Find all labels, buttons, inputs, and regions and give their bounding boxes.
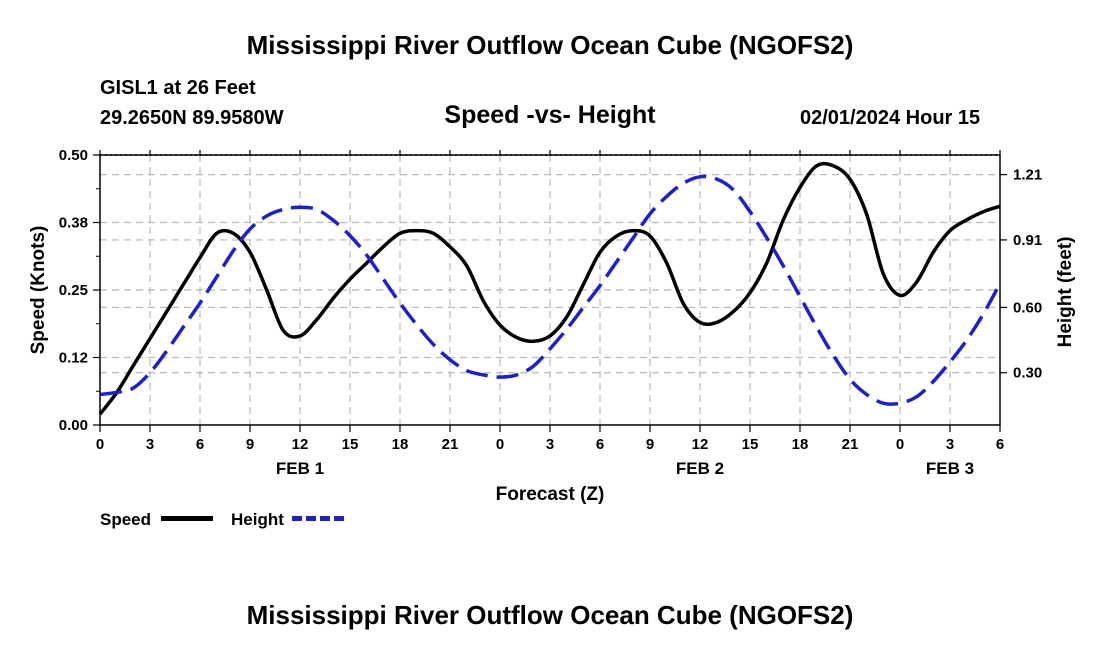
forecast-datetime: 02/01/2024 Hour 15 [800,107,981,129]
y-tick-label-left: 0.38 [59,215,88,232]
legend-speed-swatch [161,516,213,521]
x-tick-label: 3 [146,436,154,453]
legend-speed-label: Speed [100,510,152,529]
x-tick-label: 12 [692,436,709,453]
chart-title: Speed -vs- Height [444,101,656,129]
station-label: GISL1 at 26 Feet [100,77,256,99]
legend-height-swatch [292,516,344,521]
station-coordinates: 29.2650N 89.9580W [100,107,284,129]
series-layer [98,161,1002,416]
speed-vs-height-chart: 0 3 6 9 12 15 18 21 0 3 6 9 12 15 18 21 0 3 6 FEB 1 FEB 2 FEB… [28,147,1076,505]
x-tick-label: 9 [246,436,254,453]
x-tick-label: 21 [442,436,459,453]
y-axis-label-left: Speed (Knots) [28,226,49,355]
x-tick-label: 6 [196,436,204,453]
x-tick-label: 12 [292,436,309,453]
axes-layer: 0 3 6 9 12 15 18 21 0 3 6 9 12 15 18 21 0 3 6 FEB 1 FEB 2 FEB… [59,147,1042,478]
y-tick-label-left: 0.25 [59,282,88,299]
x-tick-label: 15 [742,436,759,453]
x-tick-label: 0 [896,436,904,453]
series-speed-line [98,161,1001,416]
footer-title: Mississippi River Outflow Ocean Cube (NG… [246,600,854,630]
x-tick-label: 18 [792,436,809,453]
x-tick-label: 3 [546,436,554,453]
x-tick-label: 3 [946,436,954,453]
x-date-label: FEB 3 [926,459,974,478]
x-date-label: FEB 2 [676,459,724,478]
y-axis-label-right: Height (feet) [1055,237,1076,348]
y-tick-label-left: 0.50 [59,147,88,164]
y-tick-label-right: 0.91 [1013,232,1042,249]
x-tick-label: 18 [392,436,409,453]
x-tick-label: 0 [496,436,504,453]
x-tick-label: 21 [842,436,859,453]
y-tick-label-right: 0.30 [1013,365,1042,382]
y-tick-label-left: 0.12 [59,350,88,367]
y-tick-label-left: 0.00 [59,417,88,434]
legend-height-label: Height [231,510,284,529]
x-axis-label: Forecast (Z) [496,484,605,505]
y-tick-label-right: 1.21 [1013,167,1042,184]
x-date-label: FEB 1 [276,459,324,478]
x-tick-label: 6 [596,436,604,453]
page-title: Mississippi River Outflow Ocean Cube (NG… [246,30,854,60]
y-tick-label-right: 0.60 [1013,299,1042,316]
x-tick-label: 6 [996,436,1004,453]
x-tick-label: 0 [96,436,104,453]
x-tick-label: 9 [646,436,654,453]
series-height-line [99,174,1002,406]
x-tick-label: 15 [342,436,359,453]
grid-layer [100,154,1000,425]
